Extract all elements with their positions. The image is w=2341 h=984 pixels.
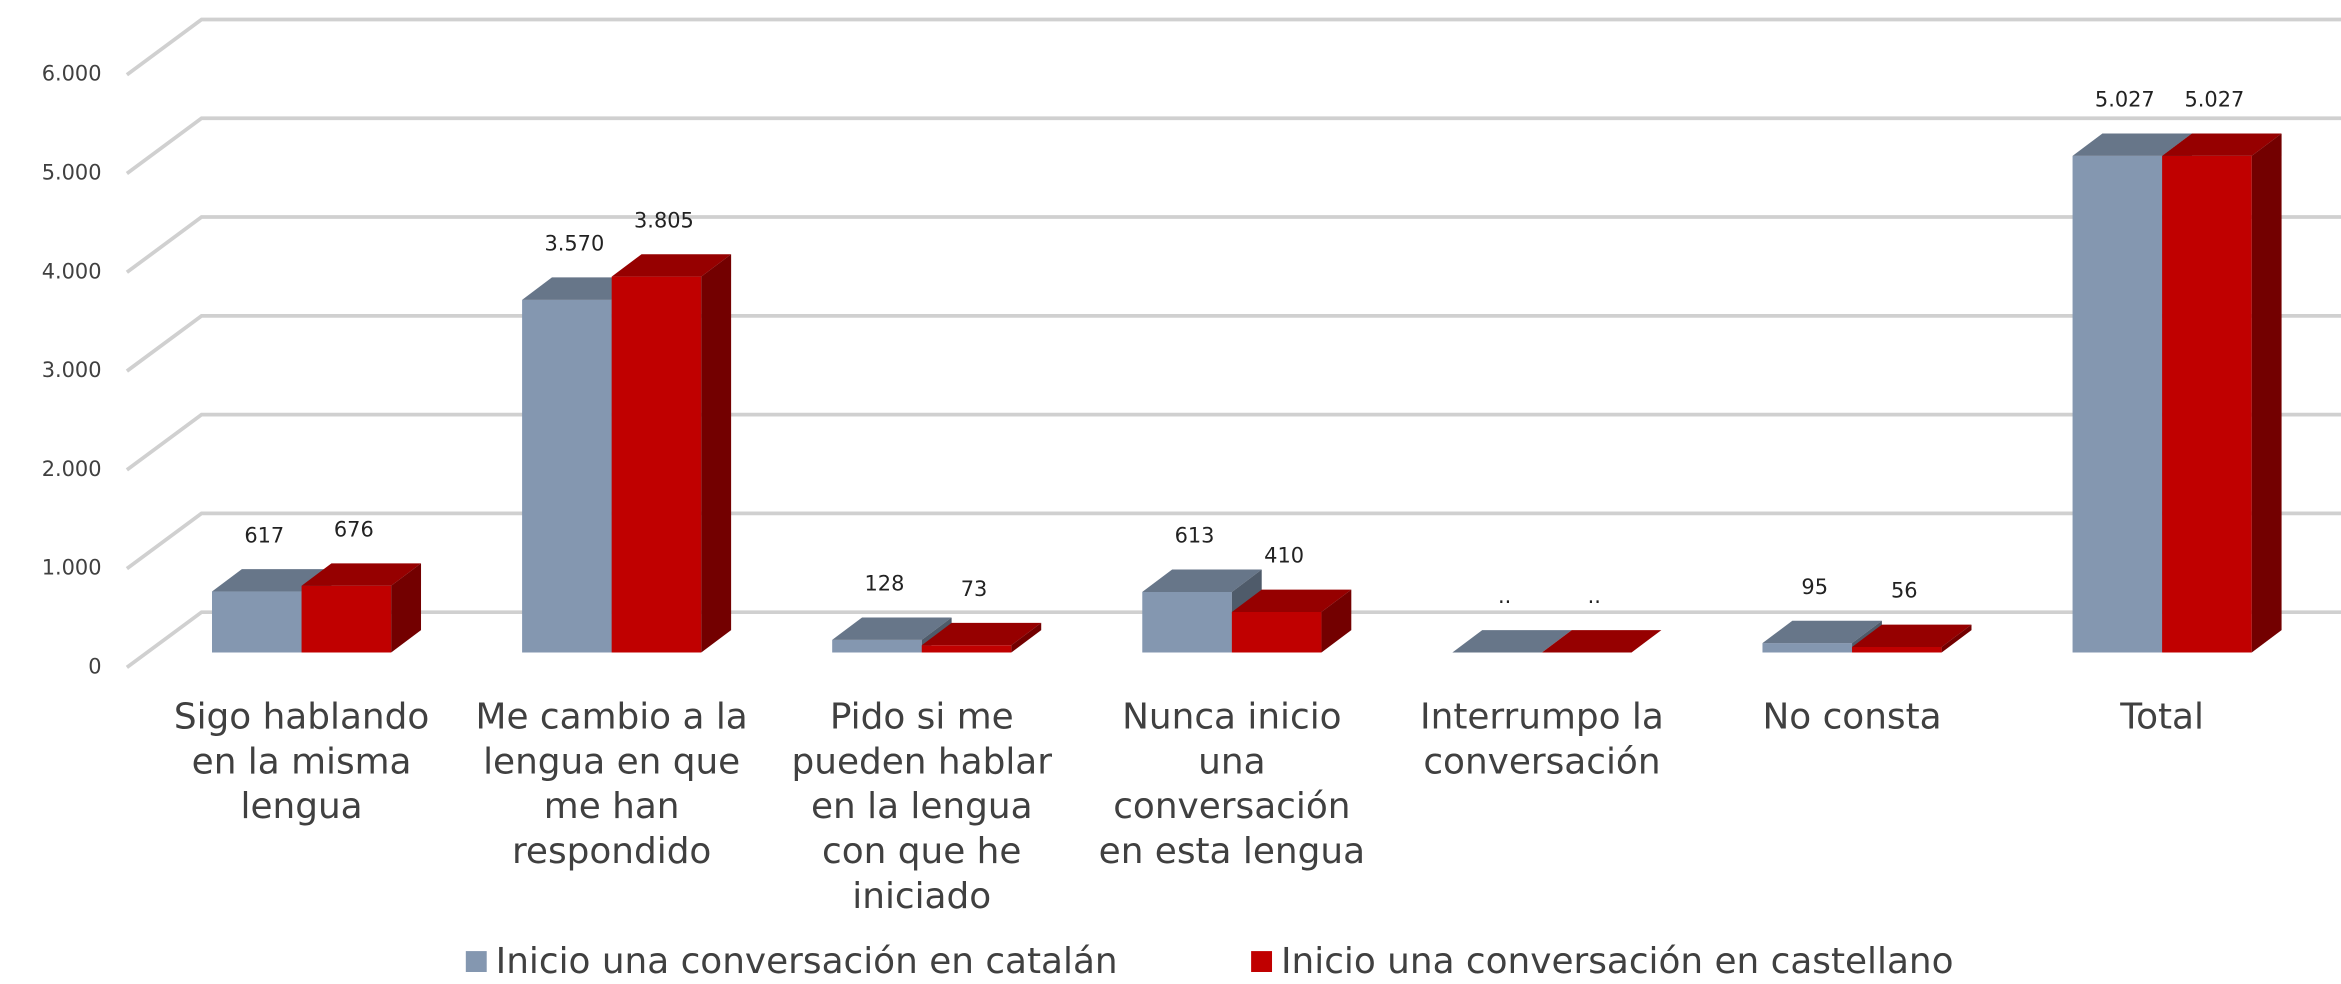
value-label: 617	[244, 523, 284, 547]
x-tick-label: Me cambio a la lengua en que me han resp…	[475, 695, 748, 872]
legend-swatch	[1251, 951, 1273, 972]
x-tick-label-box: Total	[2120, 695, 2204, 738]
bar-top	[2162, 133, 2282, 156]
y-tick-label: 1.000	[42, 556, 102, 580]
y-tick-label: 6.000	[42, 62, 102, 86]
bar-top	[2072, 133, 2192, 156]
bar	[1762, 643, 1853, 653]
bar-top	[1231, 589, 1352, 612]
grid-line	[125, 215, 2341, 274]
value-label: 5.027	[2184, 88, 2244, 112]
bar	[611, 276, 702, 653]
bar	[212, 591, 302, 653]
x-tick-label-box: Pido si me pueden hablar en la lengua co…	[791, 695, 1052, 917]
y-tick-label: 5.000	[42, 160, 102, 184]
value-label: 5.027	[2095, 88, 2155, 112]
bar-side	[701, 254, 732, 653]
x-tick-label-box: Interrumpo la conversación	[1420, 695, 1664, 783]
bar	[1852, 646, 1942, 653]
x-tick-label: Interrumpo la conversación	[1420, 695, 1664, 783]
value-label: 128	[865, 572, 905, 596]
y-tick-label: 0	[88, 654, 101, 678]
x-tick-label: Sigo hablando en la misma lengua	[173, 695, 430, 828]
x-tick-label: Nunca inicio una conversación en esta le…	[1098, 695, 1366, 872]
value-label: 676	[334, 517, 374, 541]
bar-side	[1941, 624, 1972, 653]
bar-side	[2251, 133, 2282, 653]
x-tick-label-box: No consta	[1762, 695, 1942, 738]
legend-label: Inicio una conversación en castellano	[1281, 941, 1954, 982]
bar	[832, 639, 922, 653]
value-label: ..	[1498, 584, 1511, 608]
bar-top	[1541, 630, 1662, 653]
grid-line	[125, 412, 2341, 472]
bar	[1231, 611, 1322, 653]
y-tick-label: 2.000	[42, 457, 102, 481]
grid-line	[125, 511, 2341, 571]
x-tick-label-box: Nunca inicio una conversación en esta le…	[1098, 695, 1366, 872]
bar-top	[832, 617, 952, 640]
value-label: 56	[1891, 579, 1918, 603]
x-tick-label: Pido si me pueden hablar en la lengua co…	[791, 695, 1052, 917]
bar	[301, 585, 392, 653]
bar	[2072, 155, 2163, 653]
x-tick-label-box: Sigo hablando en la misma lengua	[173, 695, 430, 828]
bar	[522, 299, 612, 653]
x-tick-label: Total	[2120, 695, 2204, 738]
bar-side	[1321, 589, 1352, 653]
bar-top	[1452, 630, 1572, 653]
bar	[921, 645, 1012, 653]
bar-top	[1762, 620, 1882, 644]
bar	[2162, 155, 2252, 653]
x-tick-label: No consta	[1762, 695, 1942, 738]
legend-swatch	[465, 951, 487, 972]
value-label: 410	[1264, 544, 1304, 568]
value-label: 95	[1801, 575, 1828, 599]
x-tick-label-box: Me cambio a la lengua en que me han resp…	[475, 695, 748, 872]
bar-side	[391, 563, 422, 653]
grid-line	[125, 610, 2341, 669]
grid-line	[125, 313, 2341, 373]
bar-top	[611, 254, 732, 277]
bar-top	[921, 622, 1042, 646]
bar-top	[1142, 569, 1262, 592]
value-label: ..	[1588, 584, 1601, 608]
y-tick-label: 3.000	[42, 358, 102, 382]
grid-line	[125, 17, 2341, 77]
bar-side	[1011, 622, 1042, 653]
bar-top	[1852, 624, 1972, 647]
value-label: 613	[1175, 524, 1215, 548]
grid-line	[125, 116, 2341, 175]
bar	[1142, 591, 1232, 653]
value-label: 73	[961, 577, 988, 601]
bar-top	[301, 563, 422, 586]
y-tick-label: 4.000	[42, 259, 102, 283]
value-label: 3.805	[634, 208, 694, 232]
legend-label: Inicio una conversación en catalán	[496, 941, 1118, 982]
value-label: 3.570	[544, 232, 604, 256]
